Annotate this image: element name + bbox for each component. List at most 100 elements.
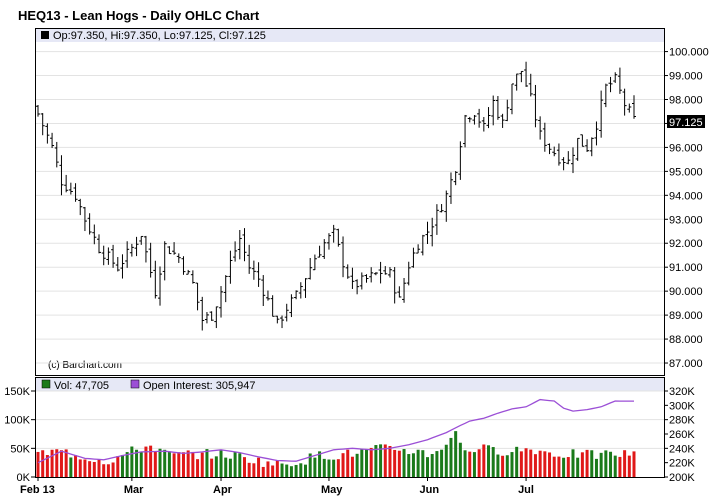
volume-bar bbox=[163, 449, 167, 477]
ohlc-bar bbox=[524, 61, 529, 87]
ohlc-bar bbox=[528, 73, 533, 97]
volume-bar bbox=[322, 458, 326, 477]
volume-legend-text: Vol: 47,705 bbox=[54, 380, 109, 392]
volume-bar bbox=[313, 457, 317, 477]
volume-bar bbox=[519, 451, 523, 477]
volume-bar bbox=[350, 456, 354, 477]
volume-bar bbox=[580, 452, 584, 477]
ohlc-bar bbox=[101, 245, 106, 266]
ohlc-bar bbox=[533, 84, 538, 128]
volume-bar bbox=[416, 449, 420, 477]
volume-bar bbox=[510, 452, 514, 477]
oi-legend-text: Open Interest: 305,947 bbox=[143, 380, 256, 392]
ohlc-bar bbox=[326, 233, 331, 250]
ohlc-bar bbox=[369, 267, 374, 283]
ohlc-bar bbox=[148, 242, 153, 278]
ohlc-bar bbox=[204, 312, 209, 324]
volume-bar bbox=[566, 457, 570, 477]
ohlc-bar bbox=[599, 90, 604, 138]
ohlc-bar bbox=[73, 183, 78, 202]
volume-bar bbox=[135, 449, 139, 477]
oi-tick-label: 240K bbox=[669, 443, 695, 455]
volume-bar bbox=[594, 458, 598, 477]
volume-bar bbox=[421, 450, 425, 477]
ohlc-bar bbox=[92, 224, 97, 245]
ohlc-bar bbox=[463, 114, 468, 148]
volume-bar bbox=[585, 449, 589, 477]
volume-bar bbox=[153, 451, 157, 477]
volume-bar bbox=[426, 457, 430, 477]
volume-bar bbox=[36, 451, 40, 477]
ohlc-bar bbox=[514, 73, 519, 91]
volume-bar bbox=[120, 454, 124, 477]
volume-bar bbox=[266, 461, 270, 477]
ohlc-bar bbox=[303, 278, 308, 298]
volume-bar bbox=[205, 449, 209, 477]
ohlc-bar bbox=[430, 217, 435, 247]
volume-bar bbox=[125, 452, 129, 477]
ohlc-bar bbox=[411, 247, 416, 268]
price-tick-label: 100.000 bbox=[669, 47, 709, 59]
volume-bar bbox=[144, 446, 148, 477]
ohlc-bar bbox=[275, 315, 280, 324]
volume-bar bbox=[463, 450, 467, 477]
volume-bar bbox=[623, 450, 627, 477]
volume-bar bbox=[468, 451, 472, 477]
ohlc-bar bbox=[59, 155, 64, 196]
ohlc-bar bbox=[87, 213, 92, 235]
price-tick-label: 90.000 bbox=[669, 286, 703, 298]
date-tick-label: Mar bbox=[124, 484, 144, 496]
volume-bar bbox=[379, 444, 383, 477]
volume-bar bbox=[50, 449, 54, 477]
ohlc-bar bbox=[486, 107, 491, 129]
volume-bar bbox=[130, 446, 134, 477]
price-tick-label: 88.000 bbox=[669, 334, 703, 346]
volume-bar bbox=[64, 449, 68, 477]
ohlc-bar bbox=[111, 244, 116, 268]
volume-bar bbox=[543, 451, 547, 477]
price-tick-label: 94.000 bbox=[669, 190, 703, 202]
ohlc-bar bbox=[477, 108, 482, 128]
volume-bar bbox=[557, 456, 561, 477]
ohlc-bar bbox=[54, 141, 59, 168]
volume-tick-label: 0K bbox=[17, 472, 31, 484]
volume-legend-bar bbox=[36, 378, 664, 391]
volume-bar bbox=[186, 450, 190, 477]
date-tick-label: Jul bbox=[518, 484, 534, 496]
volume-bar bbox=[181, 452, 185, 477]
volume-bar bbox=[533, 454, 537, 477]
volume-bar bbox=[477, 449, 481, 477]
volume-bar bbox=[308, 453, 312, 477]
volume-bar bbox=[257, 457, 261, 477]
ohlc-bar bbox=[402, 278, 407, 303]
ohlc-bar bbox=[331, 224, 336, 243]
ohlc-bar bbox=[115, 257, 120, 272]
ohlc-bar bbox=[519, 70, 524, 83]
ohlc-bar bbox=[68, 182, 73, 195]
ohlc-bar bbox=[397, 286, 402, 298]
ohlc-bar bbox=[392, 267, 397, 304]
ohlc-bar bbox=[280, 315, 285, 329]
volume-bar bbox=[435, 451, 439, 477]
volume-bar bbox=[280, 463, 284, 477]
ohlc-bar bbox=[195, 282, 200, 311]
volume-bar bbox=[599, 452, 603, 477]
ohlc-bar bbox=[223, 275, 228, 303]
ohlc-bar bbox=[186, 269, 191, 275]
volume-bar bbox=[116, 456, 120, 477]
ohlc-bar bbox=[308, 258, 313, 280]
volume-bar bbox=[524, 448, 528, 477]
ohlc-bar bbox=[505, 99, 510, 122]
oi-tick-label: 260K bbox=[669, 429, 695, 441]
ohlc-bar bbox=[289, 294, 294, 318]
volume-axis: 0K 50K 100K 150K bbox=[4, 386, 35, 484]
ohlc-bar bbox=[458, 141, 463, 180]
ohlc-bar bbox=[181, 256, 186, 275]
volume-bar bbox=[224, 457, 228, 477]
oi-tick-label: 200K bbox=[669, 472, 695, 484]
volume-bar bbox=[505, 455, 509, 477]
volume-bar bbox=[632, 451, 636, 477]
price-tick-label: 87.000 bbox=[669, 358, 703, 370]
date-tick-label: Feb 13 bbox=[20, 484, 55, 496]
volume-bar bbox=[275, 460, 279, 477]
